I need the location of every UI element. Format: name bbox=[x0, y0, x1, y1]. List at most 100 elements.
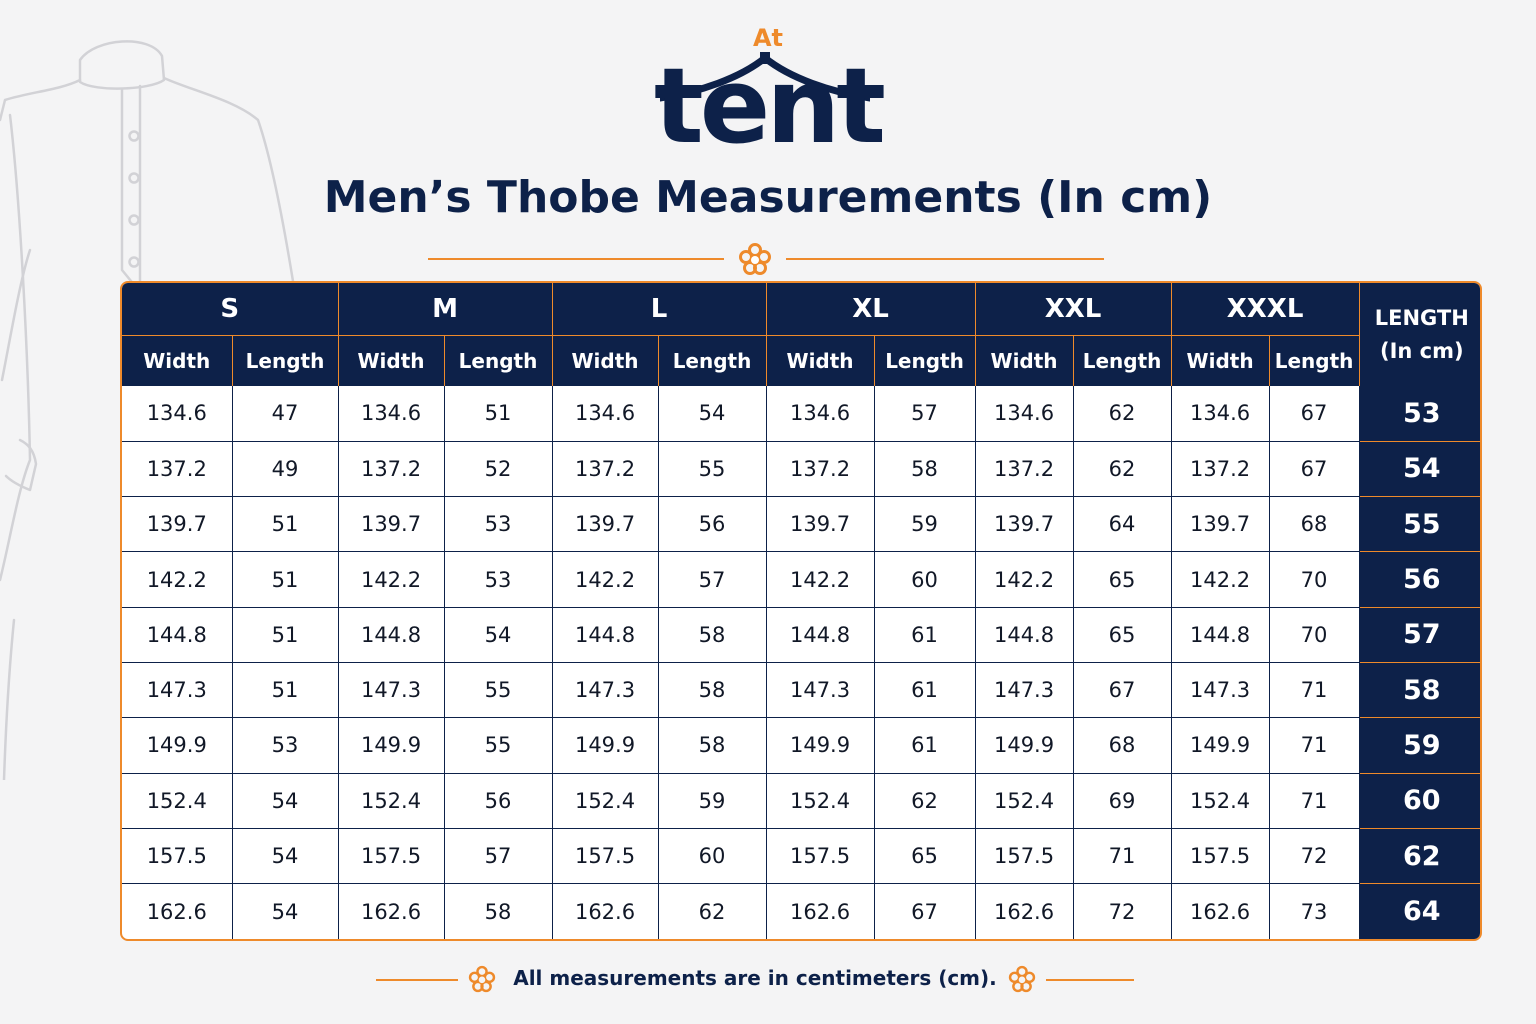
width-cell: 162.6 bbox=[552, 883, 659, 939]
length-cell: 62 bbox=[1073, 386, 1172, 442]
width-cell: 149.9 bbox=[338, 717, 445, 774]
table-row: 157.5 54 157.5 57 157.5 60 157.5 65 157.5 71 157.5… bbox=[122, 828, 1480, 885]
length-column-header: LENGTH (In cm) bbox=[1358, 283, 1480, 386]
size-header-xl: XL bbox=[766, 283, 976, 336]
width-cell: 134.6 bbox=[552, 386, 659, 442]
length-cell: 59 bbox=[874, 496, 976, 553]
size-header-xxxl: XXXL bbox=[1171, 283, 1360, 336]
width-cell: 137.2 bbox=[1171, 441, 1270, 498]
length-cell: 55 bbox=[658, 441, 767, 498]
width-cell: 139.7 bbox=[122, 496, 233, 553]
length-cell: 47 bbox=[232, 386, 339, 442]
table-body: 134.6 47 134.6 51 134.6 54 134.6 57 134.6 62 134.6… bbox=[122, 386, 1480, 939]
size-header-s: S bbox=[122, 283, 339, 336]
length-cell: 64 bbox=[1073, 496, 1172, 553]
length-cell: 72 bbox=[1269, 828, 1360, 885]
width-cell: 137.2 bbox=[766, 441, 875, 498]
length-cell: 53 bbox=[444, 496, 553, 553]
overall-length-cell: 59 bbox=[1359, 717, 1480, 774]
length-cell: 67 bbox=[1269, 441, 1360, 498]
sub-header-length: Length bbox=[1073, 335, 1172, 386]
width-cell: 162.6 bbox=[338, 883, 445, 939]
flower-icon bbox=[468, 965, 496, 993]
sub-header-width: Width bbox=[552, 335, 659, 386]
divider-line-right bbox=[786, 258, 1104, 260]
width-cell: 142.2 bbox=[338, 551, 445, 608]
overall-length-cell: 53 bbox=[1359, 386, 1480, 442]
length-cell: 55 bbox=[444, 662, 553, 719]
length-cell: 52 bbox=[444, 441, 553, 498]
overall-length-cell: 60 bbox=[1359, 773, 1480, 829]
sub-header-length: Length bbox=[658, 335, 767, 386]
width-cell: 149.9 bbox=[1171, 717, 1270, 774]
length-cell: 68 bbox=[1269, 496, 1360, 553]
length-cell: 54 bbox=[232, 828, 339, 885]
length-cell: 60 bbox=[658, 828, 767, 885]
width-cell: 152.4 bbox=[975, 773, 1074, 829]
table-row: 152.4 54 152.4 56 152.4 59 152.4 62 152.4 69 152.4… bbox=[122, 773, 1480, 829]
sub-header-width: Width bbox=[975, 335, 1074, 386]
length-cell: 53 bbox=[232, 717, 339, 774]
length-cell: 62 bbox=[658, 883, 767, 939]
sub-header-width: Width bbox=[122, 335, 233, 386]
size-header-m: M bbox=[338, 283, 553, 336]
width-cell: 147.3 bbox=[975, 662, 1074, 719]
width-cell: 137.2 bbox=[338, 441, 445, 498]
length-cell: 72 bbox=[1073, 883, 1172, 939]
table-row: 142.2 51 142.2 53 142.2 57 142.2 60 142.2 65 142.2… bbox=[122, 551, 1480, 608]
length-cell: 62 bbox=[1073, 441, 1172, 498]
width-cell: 144.8 bbox=[975, 607, 1074, 663]
width-cell: 137.2 bbox=[122, 441, 233, 498]
length-cell: 61 bbox=[874, 717, 976, 774]
sub-header-length: Length bbox=[444, 335, 553, 386]
sub-header-width: Width bbox=[338, 335, 445, 386]
length-cell: 68 bbox=[1073, 717, 1172, 774]
length-cell: 73 bbox=[1269, 883, 1360, 939]
sub-header-length: Length bbox=[232, 335, 339, 386]
table-row: 134.6 47 134.6 51 134.6 54 134.6 57 134.6 62 134.6… bbox=[122, 386, 1480, 442]
width-cell: 137.2 bbox=[552, 441, 659, 498]
footer-line-left bbox=[376, 979, 458, 981]
length-cell: 67 bbox=[1073, 662, 1172, 719]
length-cell: 51 bbox=[232, 662, 339, 719]
length-cell: 51 bbox=[444, 386, 553, 442]
width-cell: 134.6 bbox=[975, 386, 1074, 442]
page-title: Men’s Thobe Measurements (In cm) bbox=[323, 172, 1213, 223]
width-cell: 134.6 bbox=[766, 386, 875, 442]
length-cell: 60 bbox=[874, 551, 976, 608]
width-cell: 142.2 bbox=[766, 551, 875, 608]
width-cell: 152.4 bbox=[1171, 773, 1270, 829]
length-cell: 54 bbox=[658, 386, 767, 442]
width-cell: 144.8 bbox=[1171, 607, 1270, 663]
brand-logo: At tent bbox=[0, 10, 1536, 170]
overall-length-cell: 64 bbox=[1359, 883, 1480, 939]
title-divider bbox=[428, 238, 1104, 278]
length-cell: 53 bbox=[444, 551, 553, 608]
width-cell: 139.7 bbox=[338, 496, 445, 553]
overall-length-cell: 55 bbox=[1359, 496, 1480, 553]
length-cell: 54 bbox=[232, 773, 339, 829]
width-cell: 142.2 bbox=[122, 551, 233, 608]
length-cell: 69 bbox=[1073, 773, 1172, 829]
sub-header-length: Length bbox=[1269, 335, 1360, 386]
table-row: 149.9 53 149.9 55 149.9 58 149.9 61 149.9 68 149.9… bbox=[122, 717, 1480, 774]
length-cell: 49 bbox=[232, 441, 339, 498]
length-cell: 56 bbox=[444, 773, 553, 829]
flower-icon bbox=[1008, 965, 1036, 993]
length-cell: 55 bbox=[444, 717, 553, 774]
length-cell: 58 bbox=[874, 441, 976, 498]
width-cell: 147.3 bbox=[1171, 662, 1270, 719]
footer-note: All measurements are in centimeters (cm)… bbox=[513, 966, 997, 990]
width-cell: 152.4 bbox=[766, 773, 875, 829]
length-cell: 58 bbox=[658, 662, 767, 719]
table-row: 162.6 54 162.6 58 162.6 62 162.6 67 162.6 72 162.6… bbox=[122, 883, 1480, 939]
footer-line-right bbox=[1046, 979, 1134, 981]
footer: All measurements are in centimeters (cm)… bbox=[0, 958, 1536, 1002]
length-cell: 65 bbox=[1073, 607, 1172, 663]
width-cell: 149.9 bbox=[766, 717, 875, 774]
width-cell: 162.6 bbox=[1171, 883, 1270, 939]
width-cell: 147.3 bbox=[338, 662, 445, 719]
width-cell: 147.3 bbox=[766, 662, 875, 719]
length-cell: 57 bbox=[658, 551, 767, 608]
width-cell: 142.2 bbox=[552, 551, 659, 608]
